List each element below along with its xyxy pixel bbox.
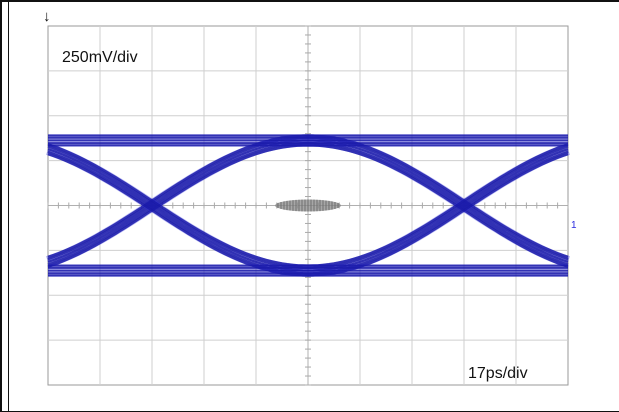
horizontal-scale-label: 17ps/div — [468, 365, 528, 382]
vertical-scale-label: 250mV/div — [62, 49, 138, 66]
eye-traces — [46, 134, 570, 277]
left-rule — [8, 0, 9, 412]
scope-labels: 250mV/div 17ps/div ↓ 1 — [43, 8, 577, 382]
channel-marker-icon: 1 — [571, 220, 577, 231]
trigger-marker-icon: ↓ — [43, 8, 51, 25]
